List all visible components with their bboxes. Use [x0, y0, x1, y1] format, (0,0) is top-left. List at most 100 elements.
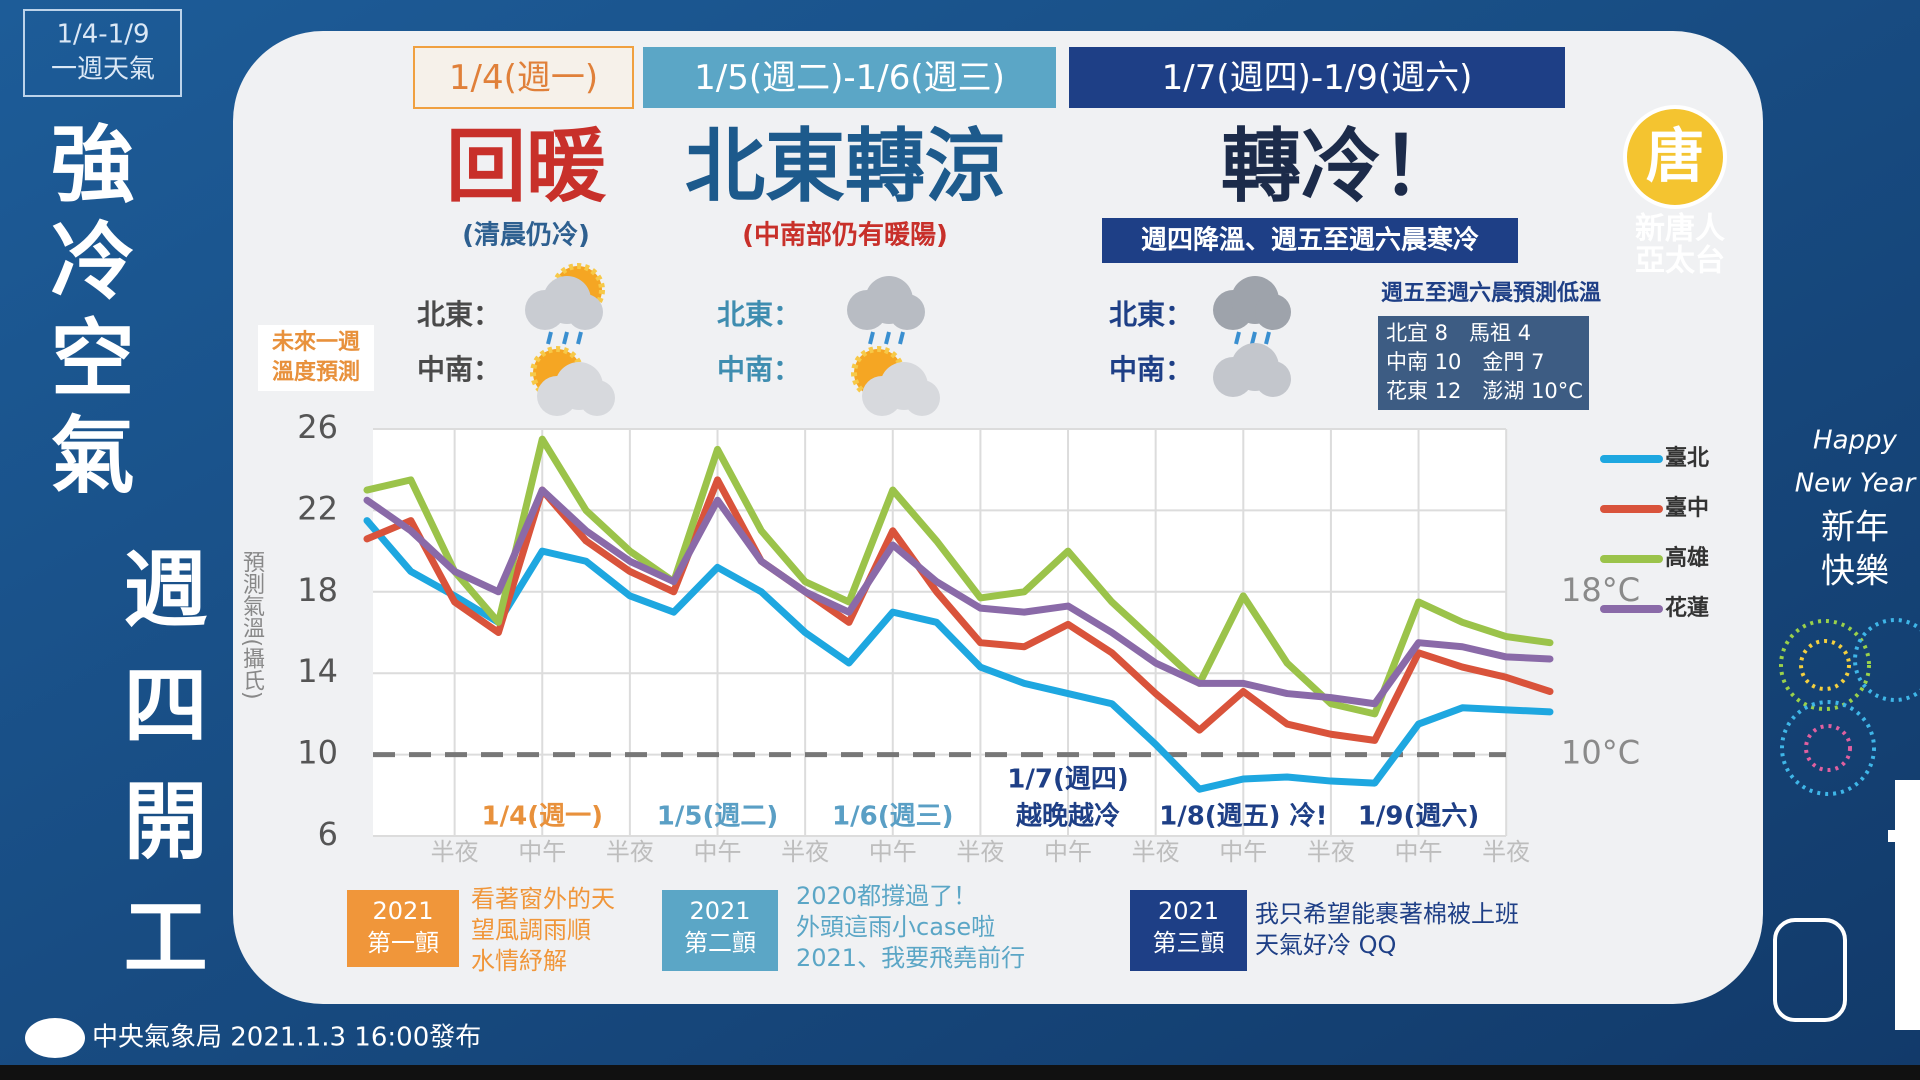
plot-area — [373, 429, 1506, 836]
badge-line: 一週天氣 — [51, 55, 155, 85]
cloud — [579, 380, 615, 416]
banner-tag-text: 2021 — [1158, 897, 1219, 925]
series-line — [363, 517, 1554, 793]
banner-text: 外頭這雨小case啦 — [796, 913, 995, 941]
lows-row: 花東 12 澎湖 10°C — [1386, 379, 1583, 403]
banner-tag-text: 第三顫 — [1153, 929, 1225, 957]
chart-label: 溫度預測 — [272, 359, 360, 385]
channel-name: 亞太台 — [1635, 244, 1725, 279]
period-note: (清晨仍冷) — [462, 220, 590, 251]
banner-tag-text: 第二顫 — [684, 929, 756, 957]
legend-label: 臺北 — [1665, 446, 1709, 471]
banner-text: 2021、我要飛堯前行 — [796, 944, 1025, 972]
y-tick-label: 22 — [297, 489, 338, 527]
y-tick-label: 14 — [297, 652, 338, 690]
lows-row: 北宜 8 馬祖 4 — [1386, 321, 1531, 345]
raindrop — [1250, 331, 1257, 345]
banner-tag-text: 第一顫 — [367, 929, 439, 957]
day-label: 1/5(週二) — [657, 802, 778, 832]
banner-text: 水情紓解 — [471, 947, 567, 975]
greeting: Happy — [1813, 426, 1897, 456]
lows-box — [1378, 316, 1589, 410]
y-tick-label: 18 — [297, 571, 338, 609]
banner-text: 看著窗外的天 — [471, 885, 615, 913]
period-date: 1/4(週一) — [449, 58, 598, 98]
region-label: 北東： — [717, 298, 801, 331]
badge-box — [23, 9, 182, 97]
legend-label: 花蓮 — [1665, 595, 1709, 621]
raindrop — [868, 331, 875, 345]
period-date: 1/5(週二)-1/6(週三) — [694, 58, 1005, 98]
x-tick-label: 中午 — [694, 838, 742, 866]
region-label: 中南： — [417, 353, 501, 386]
reference-label: 18°C — [1561, 571, 1640, 609]
raindrop — [884, 331, 891, 345]
greeting: 快樂 — [1821, 552, 1889, 592]
headline: 轉冷！ — [1221, 120, 1461, 213]
period-box — [1069, 47, 1565, 108]
x-tick-label: 中午 — [1395, 838, 1443, 866]
x-tick-label: 半夜 — [1482, 838, 1530, 866]
side-title: 週四開工 — [110, 545, 208, 1009]
weather-icons — [525, 263, 1291, 416]
chart-label: 未來一週 — [272, 329, 360, 355]
day-label: 1/9(週六) — [1358, 802, 1479, 832]
greeting: 新年 — [1821, 508, 1889, 548]
x-tick-label: 半夜 — [781, 838, 829, 866]
greeting: New Year — [1795, 469, 1918, 499]
x-tick-label: 半夜 — [431, 838, 479, 866]
headline: 北東轉涼 — [685, 120, 1005, 213]
day-label: 1/4(週一) — [482, 802, 603, 832]
channel-name: 新唐人 — [1635, 212, 1725, 247]
cloud — [1255, 294, 1291, 330]
raindrop — [898, 331, 905, 345]
banner-tag — [1130, 890, 1247, 971]
headline: 回暖 — [446, 120, 607, 213]
lows-title: 週五至週六晨預測低溫 — [1381, 281, 1601, 306]
raindrop — [562, 331, 569, 345]
banner-tag — [347, 890, 459, 967]
series-line — [363, 486, 1554, 708]
region-label: 北東： — [1109, 298, 1193, 331]
banner-text: 2020都撐過了！ — [796, 882, 977, 910]
region-label: 北東： — [417, 298, 501, 331]
period-note: (中南部仍有暖陽) — [742, 221, 948, 251]
raindrop — [1234, 331, 1241, 345]
reference-label: 10°C — [1561, 734, 1640, 772]
x-tick-label: 半夜 — [956, 838, 1004, 866]
note-box — [1102, 218, 1518, 263]
x-tick-label: 半夜 — [606, 838, 654, 866]
x-tick-label: 半夜 — [1307, 838, 1355, 866]
tower — [1773, 780, 1920, 1030]
y-axis-title: 預測氣溫(攝氏) — [239, 550, 265, 699]
side-title: 強冷空氣 — [37, 120, 135, 508]
y-tick-label: 10 — [297, 734, 338, 772]
channel-logo — [1623, 105, 1727, 209]
banner-text: 望風調雨順 — [471, 916, 591, 944]
x-tick-label: 中午 — [1219, 838, 1267, 866]
bottom-strip — [0, 1065, 1920, 1080]
banner-text: 我只希望能裹著棉被上班 — [1255, 900, 1519, 928]
day-label: 越晚越冷 — [1016, 801, 1120, 832]
x-tick-label: 中午 — [869, 838, 917, 866]
raindrop — [1264, 331, 1271, 345]
cloud — [567, 294, 603, 330]
banner-tag — [662, 890, 778, 971]
day-label: 1/6(週三) — [832, 802, 953, 832]
region-label: 中南： — [717, 353, 801, 386]
period-box — [643, 47, 1056, 108]
chart-label-box — [258, 325, 374, 391]
x-tick-label: 中午 — [518, 838, 566, 866]
series-line — [363, 435, 1554, 718]
footer: 中央氣象局 2021.1.3 16:00發布 — [92, 1023, 481, 1053]
day-label: 1/7(週四) — [1007, 765, 1128, 795]
x-tick-label: 中午 — [1044, 838, 1092, 866]
banner-tag-text: 2021 — [372, 897, 433, 925]
period-note: 週四降溫、週五至週六晨寒冷 — [1141, 225, 1479, 256]
raindrop — [546, 331, 553, 345]
banner-text: 天氣好冷 QQ — [1255, 931, 1396, 959]
channel-logo-symbol: 唐 — [1646, 122, 1704, 190]
footer-logo — [25, 1018, 85, 1058]
